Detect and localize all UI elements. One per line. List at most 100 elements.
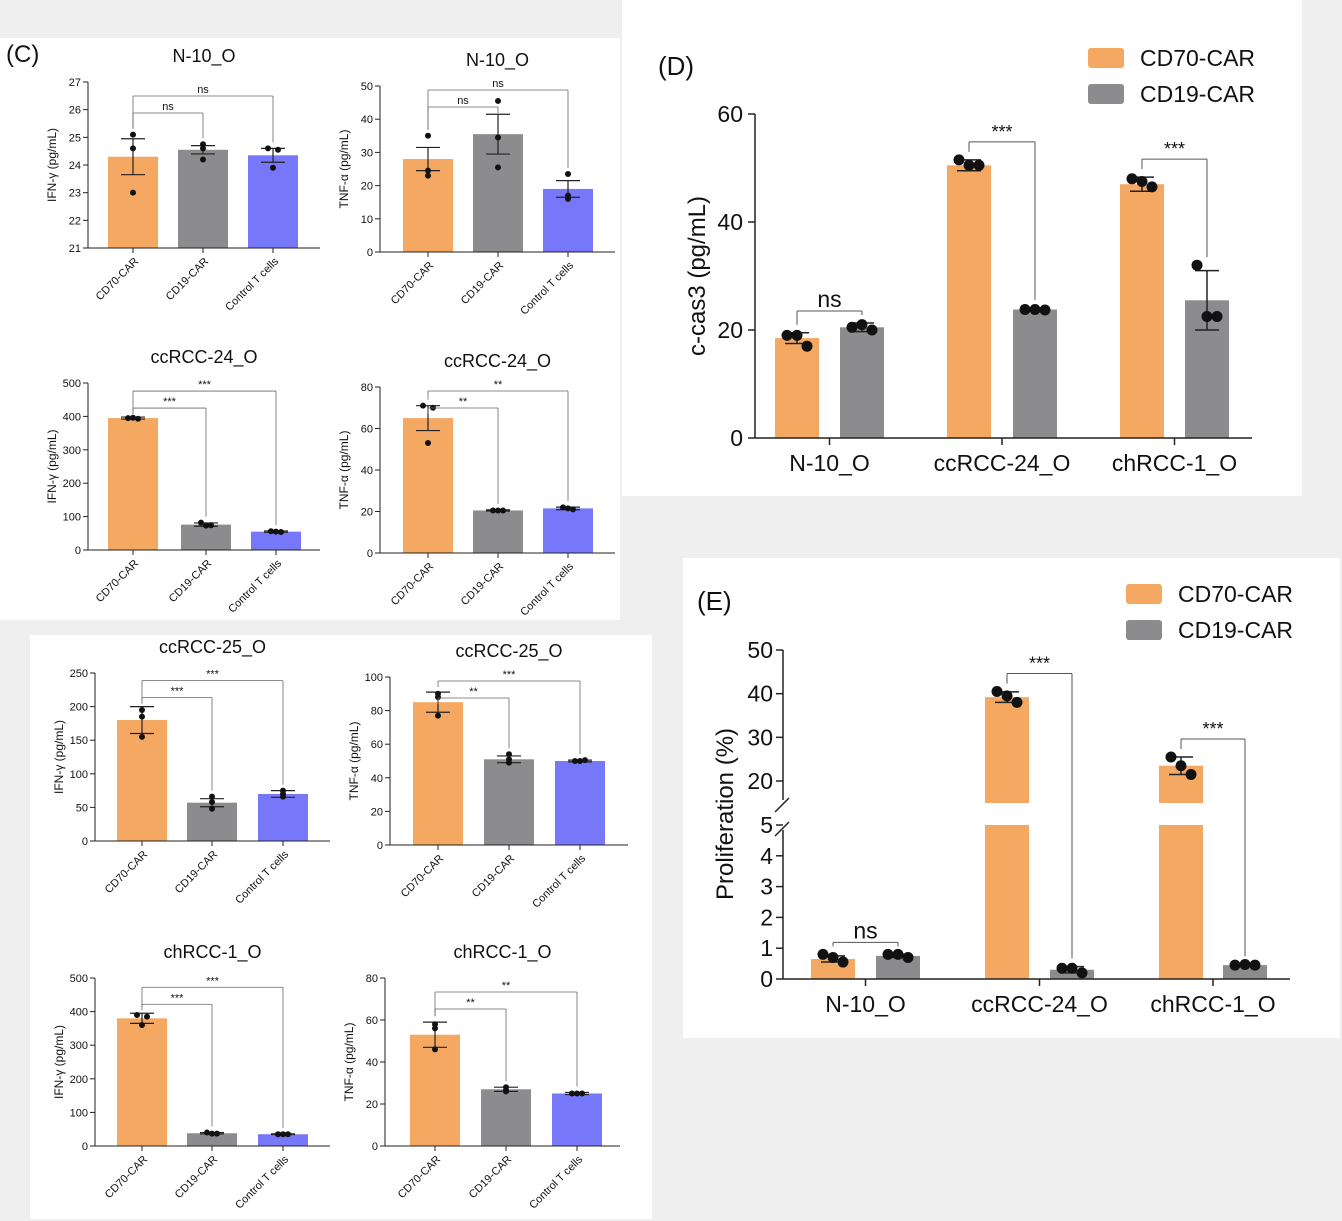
y-tick-label: 60: [361, 424, 373, 436]
bar: [403, 418, 453, 553]
y-tick-label: 20: [371, 806, 383, 818]
y-tick-label: 50: [76, 802, 88, 814]
legend-swatch: [1126, 620, 1162, 640]
y-tick-label: 60: [717, 101, 743, 127]
legend-label: CD19-CAR: [1178, 617, 1293, 643]
data-point: [425, 167, 431, 174]
data-point: [200, 141, 206, 148]
axis-break-mark: [774, 821, 790, 837]
data-point: [1136, 176, 1148, 187]
data-point: [432, 1046, 438, 1053]
y-tick-label: 10: [361, 214, 373, 226]
data-point: [209, 799, 215, 806]
y-tick-label: 500: [70, 973, 88, 985]
x-tick-label: CD19-CAR: [470, 853, 517, 900]
significance-label: **: [502, 980, 511, 992]
chart-title: ccRCC-24_O: [150, 347, 257, 368]
y-tick-label: 60: [366, 1015, 378, 1027]
bar: [178, 149, 228, 248]
y-tick-label: 0: [82, 836, 88, 848]
data-point: [560, 504, 566, 511]
data-point: [781, 329, 793, 341]
data-point: [1126, 173, 1138, 185]
x-tick-label: CD19-CAR: [467, 1154, 514, 1201]
y-axis-label: TNF-α (pg/mL): [337, 431, 351, 510]
y-tick-label: 100: [70, 769, 88, 781]
y-tick-label: 24: [69, 160, 81, 172]
data-point: [204, 1129, 210, 1136]
y-tick-label: 400: [70, 1007, 88, 1019]
chart-title: chRCC-1_O: [453, 942, 551, 963]
y-tick-label: 80: [366, 973, 378, 985]
y-axis-label: IFN-γ (pg/mL): [45, 429, 59, 503]
bar: [555, 761, 605, 845]
y-tick-label: 20: [361, 507, 373, 519]
panel-label-c: (C): [6, 41, 39, 68]
bar: [552, 1093, 602, 1146]
data-point: [1211, 311, 1223, 322]
data-point: [1165, 751, 1177, 763]
data-point: [565, 195, 571, 202]
data-point: [495, 97, 501, 104]
x-tick-label: Control T cells: [233, 848, 291, 906]
panel-label-d: (D): [658, 51, 694, 81]
data-point: [130, 145, 136, 152]
significance-label: **: [466, 997, 475, 1009]
y-tick-label: 200: [63, 478, 81, 490]
data-point: [134, 1011, 140, 1018]
x-tick-label: N-10_O: [825, 991, 906, 1017]
data-point: [882, 948, 894, 960]
data-point: [425, 440, 431, 447]
data-point: [1076, 967, 1088, 979]
y-axis-label: IFN-γ (pg/mL): [52, 1025, 66, 1099]
y-tick-label: 0: [372, 1141, 378, 1153]
data-point: [569, 1090, 575, 1097]
x-tick-label: CD70-CAR: [103, 849, 150, 896]
y-tick-label: 0: [82, 1141, 88, 1153]
significance-label: ns: [197, 84, 209, 96]
data-point: [273, 528, 279, 535]
y-axis-label: Proliferation (%): [712, 728, 739, 900]
legend-swatch: [1126, 584, 1162, 604]
x-tick-label: CD70-CAR: [103, 1154, 150, 1201]
data-point: [1029, 303, 1041, 315]
significance-label: ***: [503, 669, 517, 681]
data-point: [265, 145, 271, 152]
data-point: [574, 1090, 580, 1097]
y-tick-label: 40: [366, 1057, 378, 1069]
data-point: [801, 340, 813, 352]
data-point: [285, 1131, 291, 1138]
x-tick-label: CD70-CAR: [94, 558, 141, 605]
y-tick-label: 500: [63, 378, 81, 390]
x-tick-label: CD19-CAR: [173, 849, 220, 896]
data-point: [846, 321, 858, 333]
y-tick-label: 40: [361, 465, 373, 477]
data-point: [139, 1022, 145, 1029]
data-point: [214, 1130, 220, 1137]
data-point: [1229, 959, 1241, 971]
data-point: [278, 528, 284, 535]
y-tick-label: 300: [63, 445, 81, 457]
y-tick-label: 1: [760, 935, 773, 961]
data-point: [866, 324, 878, 336]
x-tick-label: CD70-CAR: [396, 1154, 443, 1201]
significance-label: **: [494, 379, 503, 391]
significance-label: ***: [171, 992, 185, 1004]
y-tick-label: 22: [69, 215, 81, 227]
y-axis-label: TNF-α (pg/mL): [337, 130, 351, 209]
significance-label: ***: [1202, 719, 1223, 739]
significance-label: ***: [163, 396, 177, 408]
data-point: [275, 1131, 281, 1138]
data-point: [139, 706, 145, 713]
y-tick-label: 200: [70, 702, 88, 714]
y-tick-label: 50: [747, 637, 773, 663]
bar: [1120, 184, 1164, 438]
data-point: [579, 1090, 585, 1097]
significance-label: ns: [492, 78, 504, 90]
significance-label: ns: [162, 101, 174, 113]
significance-label: **: [459, 396, 468, 408]
x-tick-label: Control T cells: [530, 852, 588, 910]
data-point: [1001, 690, 1013, 702]
